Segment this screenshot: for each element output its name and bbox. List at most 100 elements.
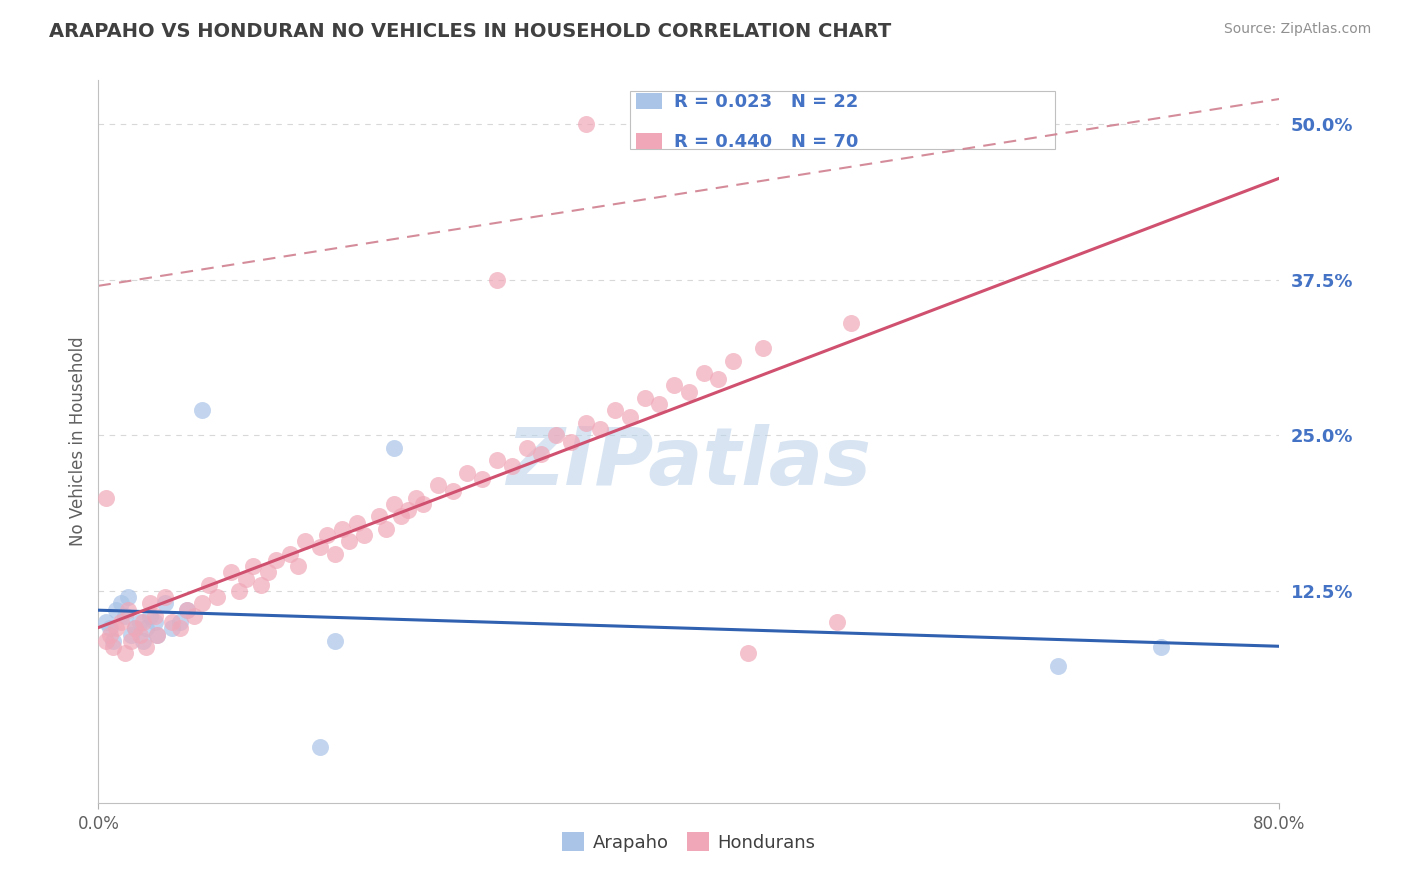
Point [94,615,117,630]
Point [339,534,361,549]
Point [128,615,150,630]
Point [143,615,166,630]
Point [427,478,450,492]
FancyBboxPatch shape [630,91,1054,149]
Point [124,621,146,635]
Point [257,566,280,580]
Bar [636,133,662,149]
Point [619,409,641,424]
Point [98,627,121,641]
Point [169,621,191,635]
Text: ZIPatlas: ZIPatlas [506,425,872,502]
Point [723,353,745,368]
Point [169,615,191,630]
Point [486,272,509,286]
Point [135,621,157,635]
Point [737,646,759,660]
Point [405,491,427,505]
Point [346,516,368,530]
Point [191,403,214,417]
Bar [636,94,662,109]
Point [110,597,132,611]
Point [235,572,257,586]
Point [664,378,686,392]
Point [752,341,775,355]
Point [250,578,273,592]
Text: R = 0.023   N = 22: R = 0.023 N = 22 [673,93,858,111]
Point [120,627,142,641]
Point [546,428,568,442]
Point [471,472,494,486]
Point [560,434,582,449]
Point [103,640,125,654]
Text: ARAPAHO VS HONDURAN NO VEHICLES IN HOUSEHOLD CORRELATION CHART: ARAPAHO VS HONDURAN NO VEHICLES IN HOUSE… [49,22,891,41]
Point [153,591,176,605]
Point [330,522,353,536]
Point [841,316,863,330]
Point [575,117,598,131]
Point [128,627,150,641]
Point [294,534,316,549]
Point [309,739,332,754]
Point [103,633,125,648]
Point [176,603,198,617]
Point [375,522,398,536]
Point [516,441,538,455]
Point [501,459,523,474]
Point [1150,640,1173,654]
Point [114,609,136,624]
Point [132,615,155,630]
Point [146,627,169,641]
Point [707,372,730,386]
Point [228,584,250,599]
Point [221,566,243,580]
Point [135,640,157,654]
Point [117,603,139,617]
Point [575,416,598,430]
Point [191,597,214,611]
Point [205,591,228,605]
Point [678,384,700,399]
Point [457,466,479,480]
Legend: Arapaho, Hondurans: Arapaho, Hondurans [555,825,823,859]
Point [162,615,183,630]
Point [323,633,346,648]
Point [117,591,139,605]
Point [264,553,287,567]
Point [198,578,221,592]
Point [323,547,346,561]
Point [389,509,412,524]
Point [176,603,198,617]
Point [287,559,309,574]
Point [368,509,391,524]
Point [183,609,205,624]
Point [316,528,339,542]
Point [139,609,162,624]
Point [105,621,128,635]
Point [132,633,155,648]
Point [353,528,375,542]
Point [1046,658,1070,673]
Point [98,621,121,635]
Point [648,397,671,411]
Point [634,391,657,405]
Point [382,497,405,511]
Point [153,597,176,611]
Point [605,403,627,417]
Point [105,603,128,617]
Point [94,491,117,505]
Y-axis label: No Vehicles in Household: No Vehicles in Household [69,336,87,547]
Point [486,453,509,467]
Point [398,503,420,517]
Point [139,597,162,611]
Point [120,633,142,648]
Point [280,547,302,561]
Point [143,609,166,624]
Point [114,646,136,660]
Point [530,447,553,461]
Point [693,366,716,380]
Point [382,441,405,455]
Text: Source: ZipAtlas.com: Source: ZipAtlas.com [1223,22,1371,37]
Point [309,541,332,555]
Text: R = 0.440   N = 70: R = 0.440 N = 70 [673,133,858,151]
